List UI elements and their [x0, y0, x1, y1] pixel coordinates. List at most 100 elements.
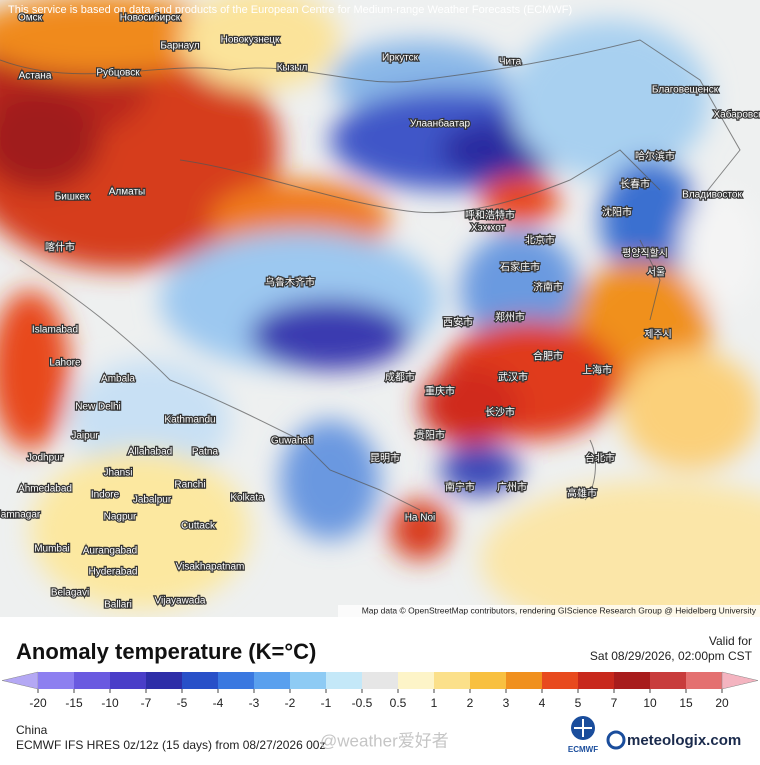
- colorbar-segment: [686, 672, 722, 689]
- city-label: Астана: [19, 71, 52, 82]
- colorbar-segment: [290, 672, 326, 689]
- city-label: 哈尔滨市: [635, 150, 675, 163]
- colorbar-tick-label: -20: [29, 696, 47, 710]
- colorbar-segment: [74, 672, 110, 689]
- city-label: Jodhpur: [27, 453, 64, 464]
- city-label: Nagpur: [104, 512, 137, 523]
- city-label: 广州市: [497, 481, 527, 494]
- colorbar-high-end: [722, 672, 758, 689]
- city-label: Belagavi: [51, 588, 89, 599]
- city-label: Jabalpur: [133, 495, 172, 506]
- city-label: Vijayawada: [155, 596, 206, 607]
- colorbar-tick-label: 2: [467, 696, 474, 710]
- watermark: @weather爱好者: [320, 731, 449, 750]
- ecmwf-text: ECMWF: [568, 745, 598, 754]
- city-label: Ballari: [104, 600, 132, 611]
- colorbar-segment: [110, 672, 146, 689]
- colorbar-tick-label: 0.5: [390, 696, 407, 710]
- city-label: 제주시: [644, 329, 672, 341]
- city-label: 合肥市: [533, 350, 563, 363]
- city-label: 南宁市: [445, 481, 475, 494]
- city-label: Allahabad: [128, 447, 172, 458]
- city-label: Ahmedabad: [18, 484, 72, 495]
- city-label: Jhansi: [104, 468, 133, 479]
- city-label: Рубцовск: [96, 67, 140, 79]
- city-label: Kolkata: [230, 493, 264, 504]
- colorbar-tick-label: 10: [643, 696, 657, 710]
- legend-title: Anomaly temperature (K=°C): [16, 639, 316, 664]
- valid-label: Valid for: [709, 634, 752, 648]
- city-label: Владивосток: [682, 190, 742, 201]
- brand[interactable]: meteologix.com: [627, 732, 741, 749]
- city-label: 乌鲁木齐市: [265, 276, 315, 289]
- city-label: Улаанбаатар: [410, 118, 471, 130]
- colorbar-tick-label: 20: [715, 696, 729, 710]
- city-label: 西安市: [443, 316, 473, 329]
- city-label: Барнаул: [160, 41, 199, 52]
- city-label: Jamnagar: [0, 510, 41, 521]
- colorbar-segment: [650, 672, 686, 689]
- region: China: [16, 723, 48, 737]
- colorbar-segment: [182, 672, 218, 689]
- colorbar-low-end: [2, 672, 38, 689]
- city-label: Ambala: [101, 374, 135, 385]
- colorbar-tick-label: 5: [575, 696, 582, 710]
- city-label: Омск: [18, 13, 43, 24]
- colorbar-tick-label: -10: [101, 696, 119, 710]
- colorbar-segment: [542, 672, 578, 689]
- city-label: 昆明市: [370, 452, 400, 465]
- city-label: Ha Noi: [405, 513, 436, 524]
- city-label: 长沙市: [485, 406, 515, 419]
- city-label: Cuttack: [181, 521, 216, 532]
- colorbar-segment: [362, 672, 398, 689]
- city-label: Patna: [192, 447, 219, 458]
- city-label: Islamabad: [32, 325, 78, 336]
- city-label: Lahore: [49, 358, 81, 369]
- city-label: 成都市: [385, 371, 415, 384]
- colorbar-segment: [146, 672, 182, 689]
- model-info: ECMWF IFS HRES 0z/12z (15 days) from 08/…: [16, 738, 325, 752]
- city-label: Indore: [91, 490, 120, 501]
- city-label: Новокузнецк: [221, 35, 280, 46]
- colorbar-segment: [38, 672, 74, 689]
- city-label: Кызыл: [277, 63, 308, 74]
- city-label: New Delhi: [75, 402, 121, 413]
- city-label: Mumbai: [34, 544, 70, 555]
- colorbar-tick-label: -1: [321, 696, 332, 710]
- map: This service is based on data and produc…: [0, 0, 760, 640]
- city-label: 喀什市: [45, 241, 75, 254]
- city-label: Благовещенск: [652, 85, 719, 96]
- city-label: 高雄市: [567, 487, 597, 500]
- city-label: Хабаровск: [714, 109, 760, 121]
- colorbar-tick-label: 1: [431, 696, 438, 710]
- city-label: Чита: [499, 57, 522, 68]
- city-label: 上海市: [582, 364, 612, 377]
- notice: This service is based on data and produc…: [8, 4, 572, 16]
- colorbar-segment: [578, 672, 614, 689]
- colorbar-tick-label: -15: [65, 696, 83, 710]
- city-label: Kathmandu: [164, 415, 215, 426]
- city-label: Бишкек: [55, 192, 90, 203]
- colorbar-segment: [398, 672, 434, 689]
- city-label: Алматы: [109, 187, 146, 198]
- city-label: 石家庄市: [500, 261, 540, 274]
- city-label: 济南市: [533, 281, 563, 294]
- colorbar-segment: [434, 672, 470, 689]
- city-label: 서울: [647, 267, 665, 279]
- valid-time: Sat 08/29/2026, 02:00pm CST: [590, 649, 753, 663]
- city-label: 北京市: [525, 234, 555, 247]
- colorbar-segment: [326, 672, 362, 689]
- city-label: Visakhapatnam: [176, 562, 245, 573]
- city-label: Ranchi: [174, 480, 205, 491]
- colorbar-segment: [254, 672, 290, 689]
- colorbar-segment: [218, 672, 254, 689]
- colorbar-tick-label: 7: [611, 696, 618, 710]
- city-label: 평양직할시: [622, 248, 668, 260]
- colorbar-tick-label: -2: [285, 696, 296, 710]
- meteologix-logo[interactable]: meteologix.com: [608, 732, 741, 749]
- colorbar-segment: [614, 672, 650, 689]
- attribution: Map data © OpenStreetMap contributors, r…: [362, 605, 757, 615]
- city-label: Guwahati: [271, 436, 313, 447]
